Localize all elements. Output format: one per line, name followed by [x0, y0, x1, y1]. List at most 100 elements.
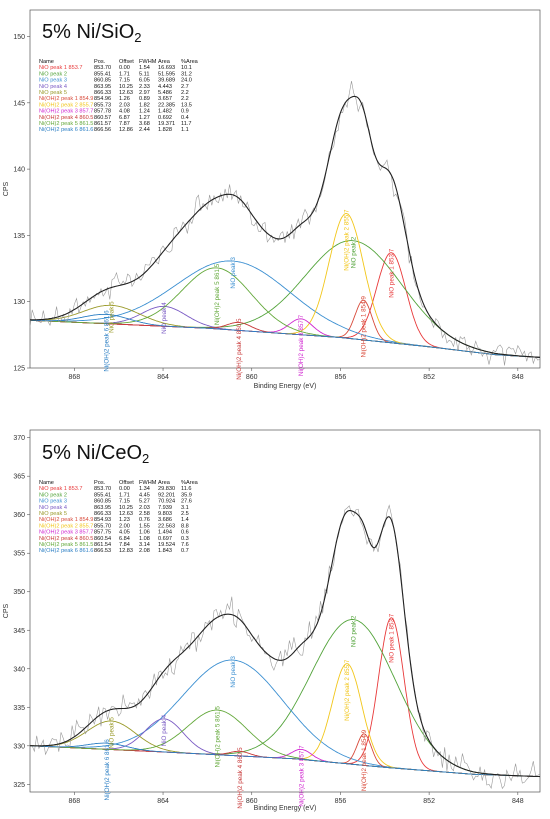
- table-cell: 855.41: [94, 492, 111, 498]
- peak-name: NiO peak 4: [39, 84, 67, 90]
- table-cell: 1.26: [119, 96, 130, 102]
- table-cell: 1.55: [139, 523, 150, 529]
- y-tick-label: 335: [13, 705, 25, 712]
- table-header-cell: Pos.: [94, 59, 106, 65]
- table-cell: 1.71: [119, 71, 130, 77]
- table-cell: 866.53: [94, 548, 111, 554]
- y-tick-label: 135: [13, 233, 25, 240]
- peak-name: Ni(OH)2 peak 4 860.5: [39, 536, 93, 542]
- table-cell: 0.6: [181, 530, 189, 536]
- x-tick-label: 848: [512, 374, 524, 381]
- table-cell: 857.75: [94, 530, 111, 536]
- peak-name: Ni(OH)2 peak 5 861.5: [39, 542, 93, 548]
- peak-curve-ni-oh-2-peak-6: [30, 742, 540, 778]
- peak-name: NiO peak 1 853.7: [39, 486, 83, 492]
- envelope-line: [30, 510, 541, 778]
- table-cell: 863.95: [94, 84, 111, 90]
- table-cell: 1.27: [139, 115, 150, 121]
- table-cell: 866.33: [94, 511, 111, 517]
- table-cell: 1.843: [158, 548, 172, 554]
- table-cell: 10.1: [181, 65, 192, 71]
- table-row: NiO peak 2 855.41 1.71 4.45 92.201 35.9: [39, 492, 192, 498]
- y-tick-label: 340: [13, 666, 25, 673]
- table-cell: 855.70: [94, 523, 111, 529]
- table-cell: 1.82: [139, 102, 150, 108]
- table-cell: 854.93: [94, 517, 111, 523]
- peak-label: Ni(OH)2 peak 3 857.7: [299, 745, 306, 807]
- table-cell: 860.85: [94, 499, 111, 505]
- peak-name: Ni(OH)2 peak 4 860.5: [39, 115, 93, 121]
- table-row: Ni(OH)2 peak 6 861.6 866.53 12.83 2.08 1.843…: [39, 548, 189, 554]
- table-cell: 853.70: [94, 486, 111, 492]
- table-row: NiO peak 4 863.95 10.25 2.03 7.939 3.1: [39, 505, 189, 511]
- peak-label: Ni(OH)2 peak 5 861.5: [215, 706, 222, 768]
- table-row: Ni(OH)2 peak 4 860.5 860.57 6.87 1.27 0.692 0…: [39, 115, 189, 121]
- table-cell: 24.0: [181, 78, 192, 84]
- table-cell: 0.7: [181, 548, 189, 554]
- peak-label: Ni(OH)2 peak 3 857.7: [298, 314, 305, 376]
- table-row: Ni(OH)2 peak 4 860.5 860.54 6.84 1.08 0.697 0…: [39, 536, 189, 542]
- table-cell: 1.24: [139, 109, 150, 115]
- envelope-line: [30, 95, 540, 358]
- table-cell: 6.05: [139, 78, 150, 84]
- table-cell: 2.2: [181, 96, 189, 102]
- table-cell: 6.87: [119, 115, 130, 121]
- table-row: Ni(OH)2 peak 6 861.6 866.56 12.86 2.44 1.828…: [39, 127, 189, 133]
- x-tick-label: 860: [246, 798, 258, 805]
- table-cell: 863.95: [94, 505, 111, 511]
- table-row: NiO peak 4 863.95 10.25 2.33 4.443 2.7: [39, 84, 189, 90]
- table-cell: 39.689: [158, 78, 175, 84]
- table-cell: 12.86: [119, 127, 133, 133]
- table-cell: 4.443: [158, 84, 172, 90]
- table-cell: 860.54: [94, 536, 111, 542]
- table-row: Ni(OH)2 peak 2 855.7 855.70 2.00 1.55 22.563…: [39, 523, 189, 529]
- x-tick-label: 868: [69, 374, 81, 381]
- table-cell: 4.05: [119, 530, 130, 536]
- peak-name: Ni(OH)2 peak 1 854.9: [39, 96, 93, 102]
- peak-label: Ni(OH)2 peak 6 861.6: [103, 310, 110, 372]
- table-cell: 16.693: [158, 65, 175, 71]
- table-row: NiO peak 1 853.7 853.70 0.00 1.34 29.830 11.6: [39, 486, 191, 492]
- results-table-header: Name Pos. Offset FWHM Area %Area: [39, 59, 199, 65]
- table-cell: 11.7: [181, 121, 191, 127]
- table-cell: 19.524: [158, 542, 175, 548]
- table-cell: 0.697: [158, 536, 172, 542]
- x-tick-label: 848: [512, 798, 524, 805]
- table-cell: 7.939: [158, 505, 172, 511]
- peak-curve-ni-oh-2-peak-6: [29, 313, 541, 358]
- table-cell: 860.57: [94, 115, 111, 121]
- table-cell: 2.97: [139, 90, 150, 96]
- peak-label: NiO peak 5: [108, 301, 115, 333]
- peak-name: Ni(OH)2 peak 2 855.7: [39, 102, 93, 108]
- table-cell: 861.57: [94, 121, 111, 127]
- xps-chart-ni-ceo2: 325 330 335 340 345 350 355 360 365 370 868 864 860 8…: [3, 429, 541, 812]
- table-cell: 29.830: [158, 486, 175, 492]
- table-cell: 22.385: [158, 102, 175, 108]
- table-cell: 1.23: [119, 517, 130, 523]
- table-cell: 2.03: [139, 505, 150, 511]
- table-cell: 70.924: [158, 499, 175, 505]
- table-row: NiO peak 1 853.7 853.70 0.00 1.54 16.693 10.1: [39, 65, 192, 71]
- y-tick-label: 130: [13, 299, 25, 306]
- peak-label: NiO peak 1 853.7: [388, 613, 395, 663]
- table-cell: 4.45: [139, 492, 150, 498]
- table-row: NiO peak 2 855.41 1.71 5.11 51.595 31.2: [39, 71, 192, 77]
- x-tick-label: 852: [423, 374, 435, 381]
- y-axis-title: CPS: [3, 603, 10, 618]
- peak-name: Ni(OH)2 peak 2 855.7: [39, 523, 93, 529]
- peak-label: NiO peak 1 853.7: [388, 248, 395, 298]
- x-tick-label: 864: [157, 374, 169, 381]
- table-header-cell: Name: [39, 59, 54, 65]
- table-row: Ni(OH)2 peak 1 854.9 854.96 1.26 0.89 3.657 2…: [39, 96, 189, 102]
- table-cell: 0.00: [119, 65, 130, 71]
- table-cell: 6.84: [119, 536, 130, 542]
- table-cell: 866.56: [94, 127, 111, 133]
- table-header-cell: %Area: [181, 59, 199, 65]
- raw-data-line: [29, 504, 541, 790]
- table-cell: 1.482: [158, 109, 172, 115]
- peak-label: NiO peak 4: [161, 302, 168, 334]
- table-cell: 22.563: [158, 523, 175, 529]
- peak-name: NiO peak 5: [39, 511, 67, 517]
- table-cell: 1.1: [181, 127, 189, 133]
- y-tick-label: 355: [13, 551, 25, 558]
